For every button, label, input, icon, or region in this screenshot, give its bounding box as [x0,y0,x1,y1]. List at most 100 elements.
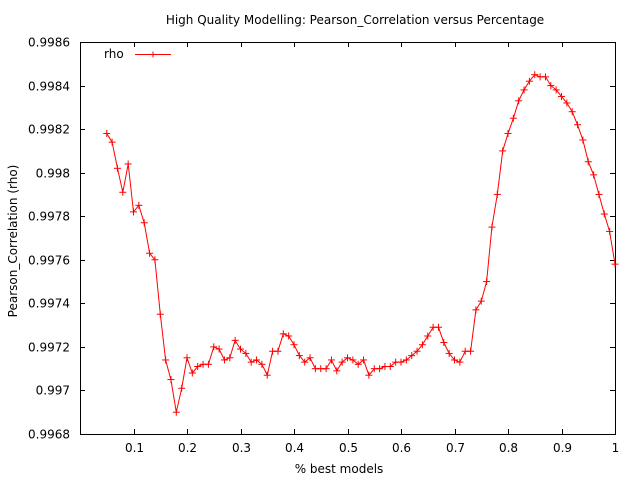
data-point [397,358,405,366]
data-point [611,260,619,268]
data-point [113,164,121,172]
data-point [584,158,592,166]
data-point [520,86,528,94]
data-point [515,97,523,105]
data-point [146,249,154,257]
x-axis-label: % best models [295,462,384,476]
data-point [525,77,533,85]
x-tick-label: 0.2 [178,441,197,455]
data-point [215,345,223,353]
x-tick-label: 0.4 [285,441,304,455]
data-point [344,354,351,362]
data-point [386,362,394,370]
data-point [541,73,549,81]
data-point [119,188,127,196]
y-tick-label: 0.998 [36,167,70,181]
data-point [509,114,517,122]
chart-title: High Quality Modelling: Pearson_Correlat… [166,13,544,27]
data-point [563,99,571,107]
data-point [418,341,426,349]
y-tick-label: 0.9976 [28,254,70,268]
x-tick-label: 0.9 [553,441,572,455]
data-point [579,136,587,144]
data-point [434,323,442,331]
data-point [472,306,480,314]
data-point [552,86,560,94]
data-point [253,356,261,364]
data-point [194,362,202,370]
y-tick-label: 0.9986 [28,36,70,50]
x-tick-label: 0.3 [232,441,251,455]
data-point [338,358,346,366]
data-point [162,356,170,364]
data-point [365,371,373,379]
data-point [135,201,143,209]
data-point [354,360,362,368]
data-point [103,129,111,137]
data-point [167,376,175,384]
data-point [488,223,496,231]
data-point [456,358,464,366]
x-tick-label: 1 [612,441,620,455]
data-point [413,347,421,355]
data-point [333,367,341,375]
data-point [327,356,335,364]
y-tick-label: 0.9974 [28,297,70,311]
data-point [590,171,598,179]
data-point [451,356,458,364]
data-point [258,360,266,368]
data-point [547,82,555,90]
data-point [151,256,159,264]
y-tick-label: 0.9972 [28,341,70,355]
plot-area [103,71,619,416]
data-point [606,227,614,235]
y-tick-label: 0.9968 [28,428,70,442]
data-point [285,332,293,340]
data-point [210,343,218,351]
data-point [477,297,485,305]
legend-label-rho: rho [104,47,124,61]
x-tick-label: 0.8 [499,441,518,455]
y-axis-label: Pearson_Correlation (rho) [6,165,20,318]
data-point [493,190,501,198]
x-tick-label: 0.5 [339,441,358,455]
x-tick-label: 0.6 [392,441,411,455]
data-point [574,121,582,129]
data-point [467,347,475,355]
data-point [140,219,148,227]
data-point [124,160,132,168]
legend: rho [104,47,171,61]
data-point [183,354,191,362]
data-point [424,332,432,340]
data-point [558,92,565,100]
data-point [408,352,416,360]
data-point [600,210,608,218]
y-tick-label: 0.9978 [28,210,70,224]
data-point [242,349,250,357]
data-point [504,129,512,137]
data-point [376,365,384,373]
data-point [231,336,239,344]
data-point [440,339,448,347]
data-point [360,356,368,364]
y-tick-label: 0.997 [36,384,70,398]
y-axis: 0.9968 0.997 0.9972 0.9974 0.9976 0.9978 0.998… [28,36,615,442]
x-tick-label: 0.7 [446,441,465,455]
data-point [247,358,255,366]
data-point [301,358,309,366]
data-point [172,408,180,416]
series-line-rho [106,74,616,413]
x-axis: 0.1 0.2 0.3 0.4 0.5 0.6 0.7 0.8 0.9 1 [125,42,619,455]
data-point [226,354,234,362]
data-point [402,356,410,364]
data-point [306,354,314,362]
data-point [279,330,287,338]
data-point [274,347,282,355]
data-point [130,208,137,216]
data-point [349,356,357,364]
data-point [108,138,116,146]
data-point [178,384,186,392]
data-point [156,310,164,318]
data-point [237,345,244,353]
